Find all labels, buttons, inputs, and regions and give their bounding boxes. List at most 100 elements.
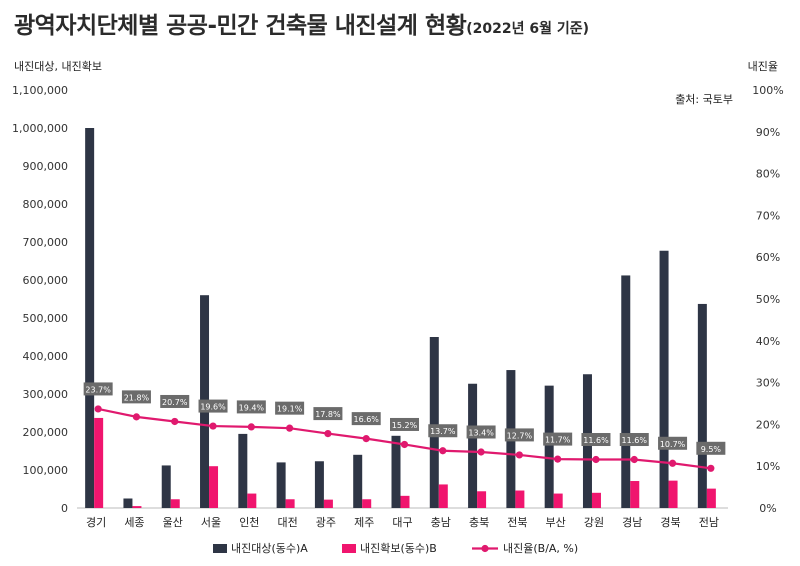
bar-series-a [314, 461, 324, 508]
x-tick-label: 서울 [201, 516, 221, 529]
rate-label-box [313, 407, 343, 421]
rate-marker [477, 448, 485, 456]
rate-marker [554, 455, 562, 463]
bar-series-b [515, 490, 525, 508]
bar-series-a [544, 385, 554, 508]
chart-subtitle: (2022년 6월 기준) [466, 21, 590, 37]
bar-series-a [429, 337, 439, 508]
series-a-bars [85, 128, 707, 509]
y-right-tick-label: 10% [756, 460, 780, 473]
rate-label-box [236, 400, 266, 414]
rate-data-label: 15.2% [392, 421, 418, 430]
y-left-tick-label: 1,000,000 [12, 122, 68, 135]
rate-label-box [466, 425, 496, 439]
bar-series-b [94, 417, 104, 508]
bar-series-b [630, 481, 640, 508]
rate-data-label: 21.8% [124, 393, 150, 402]
y-right-ticks: 0% 10% 20% 30% 40% 50% 60% 70% 80% 90% 100% [752, 84, 783, 515]
rate-marker [286, 424, 294, 432]
x-tick-label: 부산 [546, 516, 566, 529]
y-right-tick-label: 0% [759, 502, 776, 515]
chart-title-wrap: 광역자치단체별 공공-민간 건축물 내진설계 현황(2022년 6월 기준) [14, 6, 589, 40]
bar-series-b [132, 506, 142, 508]
bar-series-b [323, 499, 333, 508]
x-tick-label: 경북 [660, 516, 680, 529]
bar-series-b [170, 499, 180, 508]
series-b-bars [94, 417, 716, 508]
x-tick-label: 전남 [699, 516, 719, 529]
bar-series-b [285, 499, 295, 508]
x-tick-label: 대전 [277, 516, 297, 529]
rate-marker [132, 413, 141, 421]
legend-label-b: 내진확보(동수)B [360, 542, 437, 555]
y-left-axis-label: 내진대상, 내진확보 [14, 60, 102, 73]
legend-label-a: 내진대상(동수)A [231, 542, 308, 555]
rate-data-label: 11.6% [583, 436, 609, 445]
chart-title: 광역자치단체별 공공-민간 건축물 내진설계 현황 [14, 13, 467, 39]
rate-data-label: 10.7% [660, 440, 686, 449]
legend: 내진대상(동수)A 내진확보(동수)B 내진율(B/A, %) [213, 542, 578, 555]
rate-data-label: 17.8% [315, 410, 341, 419]
series-rate-line: 23.7% 21.8% 20.7% 19.6% 19.4% 19.1% 17.8% 16.6%… [83, 382, 726, 472]
bar-series-b [706, 488, 716, 508]
bar-series-a [697, 303, 707, 508]
x-tick-label: 광주 [316, 516, 336, 529]
rate-label-box [121, 390, 151, 404]
bar-series-a [391, 435, 401, 508]
rate-label-box [351, 412, 381, 426]
bar-series-b [247, 493, 257, 508]
rate-marker [439, 447, 447, 455]
y-left-tick-label: 0 [61, 502, 68, 515]
y-left-tick-label: 300,000 [23, 388, 69, 401]
y-right-tick-label: 30% [756, 377, 780, 390]
x-tick-label: 인천 [239, 515, 259, 529]
x-tick-label: 경남 [622, 516, 642, 529]
rate-data-label: 16.6% [353, 415, 379, 424]
rate-label-box [504, 428, 534, 442]
bar-series-a [161, 465, 171, 508]
y-left-tick-label: 700,000 [23, 236, 69, 249]
rate-marker [171, 417, 179, 426]
rate-marker [400, 440, 409, 449]
rate-marker [668, 459, 677, 467]
rate-label-box [83, 382, 113, 396]
rate-data-label: 13.7% [430, 427, 456, 436]
bar-series-b [209, 466, 219, 508]
y-left-tick-label: 500,000 [23, 312, 69, 325]
x-tick-label: 충남 [431, 516, 451, 529]
y-left-tick-label: 1,100,000 [12, 84, 68, 97]
rate-marker [707, 464, 715, 472]
rate-data-label: 23.7% [85, 385, 111, 394]
y-right-tick-label: 100% [752, 84, 783, 97]
rate-data-label: 11.6% [622, 436, 648, 445]
rate-label-box [390, 417, 419, 431]
rate-data-label: 19.4% [239, 403, 265, 412]
x-tick-label: 대구 [392, 516, 412, 529]
bar-series-a [238, 433, 248, 508]
rate-line-path [97, 407, 711, 470]
rate-label-box [581, 433, 611, 447]
y-right-tick-label: 90% [756, 126, 780, 139]
rate-marker [324, 429, 332, 438]
bar-series-b [438, 484, 448, 508]
legend-label-c: 내진율(B/A, %) [503, 542, 578, 555]
bar-series-a [621, 275, 631, 508]
bar-series-a [468, 383, 478, 508]
bar-series-a [276, 462, 286, 508]
y-right-tick-label: 60% [756, 251, 780, 264]
bar-series-b [400, 495, 410, 508]
rate-marker [592, 455, 600, 464]
y-right-tick-label: 80% [756, 168, 780, 181]
y-right-tick-label: 40% [756, 335, 780, 348]
y-left-tick-label: 600,000 [23, 274, 69, 287]
bar-series-b [553, 493, 563, 508]
x-tick-label: 전북 [507, 516, 527, 529]
x-tick-label: 세종 [124, 516, 144, 529]
rate-label-box [198, 399, 228, 413]
rate-label-box [160, 394, 190, 408]
legend-swatch-a [213, 544, 227, 553]
bar-series-b [591, 492, 601, 508]
rate-data-label: 9.5% [701, 445, 722, 454]
bar-series-a [123, 498, 133, 508]
